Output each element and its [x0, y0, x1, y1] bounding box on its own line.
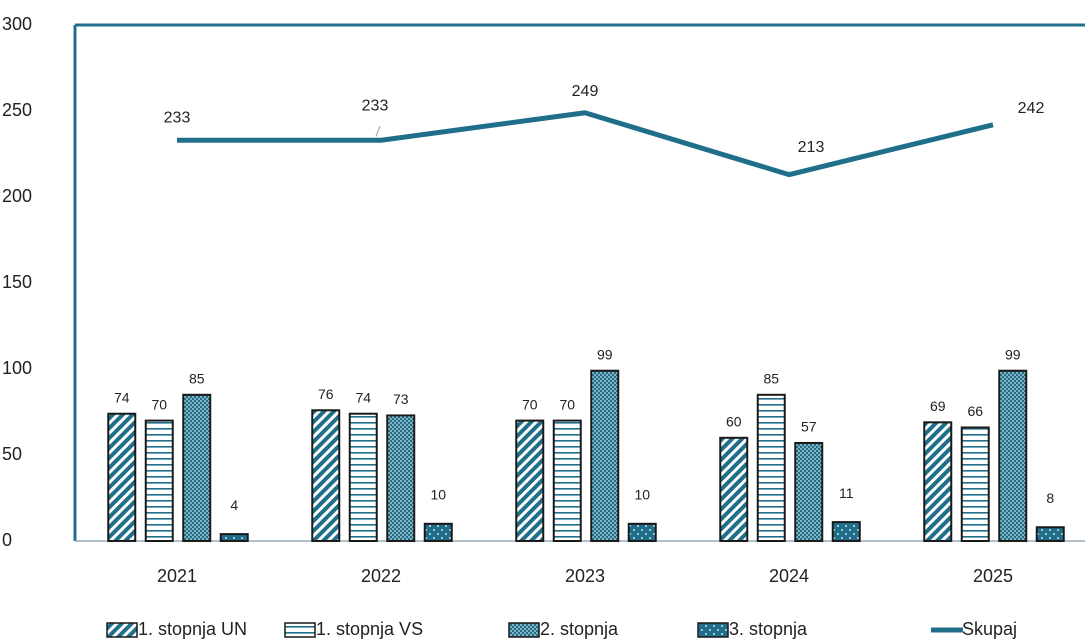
data-label: 70 — [522, 396, 538, 412]
data-label: 74 — [355, 389, 371, 405]
x-tick-label: 2023 — [565, 566, 605, 586]
data-label: 60 — [726, 414, 742, 430]
data-label: 70 — [559, 396, 575, 412]
bar — [144, 419, 174, 543]
bar — [794, 441, 824, 542]
y-tick-label: 200 — [2, 186, 32, 206]
bar — [1035, 526, 1065, 542]
bar — [831, 521, 861, 543]
data-label: 85 — [763, 371, 779, 387]
data-label: 74 — [114, 389, 130, 405]
x-tick-label: 2024 — [769, 566, 809, 586]
data-label: 242 — [1018, 100, 1045, 117]
legend-swatch — [508, 622, 540, 638]
x-tick-label: 2022 — [361, 566, 401, 586]
legend-label: Skupaj — [962, 619, 1017, 639]
x-tick-label: 2021 — [157, 566, 197, 586]
legend-swatch — [697, 622, 729, 638]
bar — [107, 412, 137, 542]
data-label: 10 — [430, 487, 446, 503]
legend-label: 1. stopnja UN — [138, 619, 247, 639]
bar — [348, 412, 378, 542]
data-label: 213 — [798, 139, 825, 156]
data-label: 85 — [189, 371, 205, 387]
data-label: 70 — [151, 396, 167, 412]
data-label: 57 — [801, 419, 817, 435]
legend-label: 3. stopnja — [729, 619, 808, 639]
legend-label: 2. stopnja — [540, 619, 619, 639]
bar — [423, 522, 453, 542]
data-label: 233 — [362, 97, 389, 114]
leader-line — [375, 126, 381, 137]
legend-swatch — [106, 622, 138, 638]
bar — [386, 414, 416, 542]
data-label: 76 — [318, 386, 334, 402]
data-label: 8 — [1046, 490, 1054, 506]
bar — [515, 419, 545, 543]
bar — [998, 369, 1028, 542]
bar — [719, 436, 749, 542]
bar — [590, 369, 620, 542]
y-tick-label: 50 — [2, 444, 22, 464]
data-label: 66 — [967, 403, 983, 419]
data-label: 73 — [393, 391, 409, 407]
data-label: 10 — [634, 487, 650, 503]
data-label: 99 — [1005, 346, 1021, 362]
line — [177, 110, 994, 178]
bar — [923, 421, 953, 543]
data-label: 249 — [572, 83, 599, 100]
bar — [182, 393, 212, 542]
data-label: 4 — [230, 497, 238, 513]
bar — [219, 533, 249, 542]
data-label: 233 — [164, 109, 191, 126]
bar — [960, 426, 990, 543]
y-tick-label: 300 — [2, 14, 32, 34]
data-label: 99 — [597, 346, 613, 362]
bar — [756, 393, 786, 542]
legend-swatch — [284, 622, 316, 638]
bar — [552, 419, 582, 543]
y-tick-label: 150 — [2, 272, 32, 292]
data-label: 11 — [839, 485, 854, 501]
data-label: 69 — [930, 398, 946, 414]
legend-label: 1. stopnja VS — [316, 619, 423, 639]
bar — [627, 522, 657, 542]
x-tick-label: 2025 — [973, 566, 1013, 586]
y-tick-label: 250 — [2, 100, 32, 120]
bar — [311, 409, 341, 542]
y-tick-label: 100 — [2, 358, 32, 378]
y-tick-label: 0 — [2, 530, 12, 550]
